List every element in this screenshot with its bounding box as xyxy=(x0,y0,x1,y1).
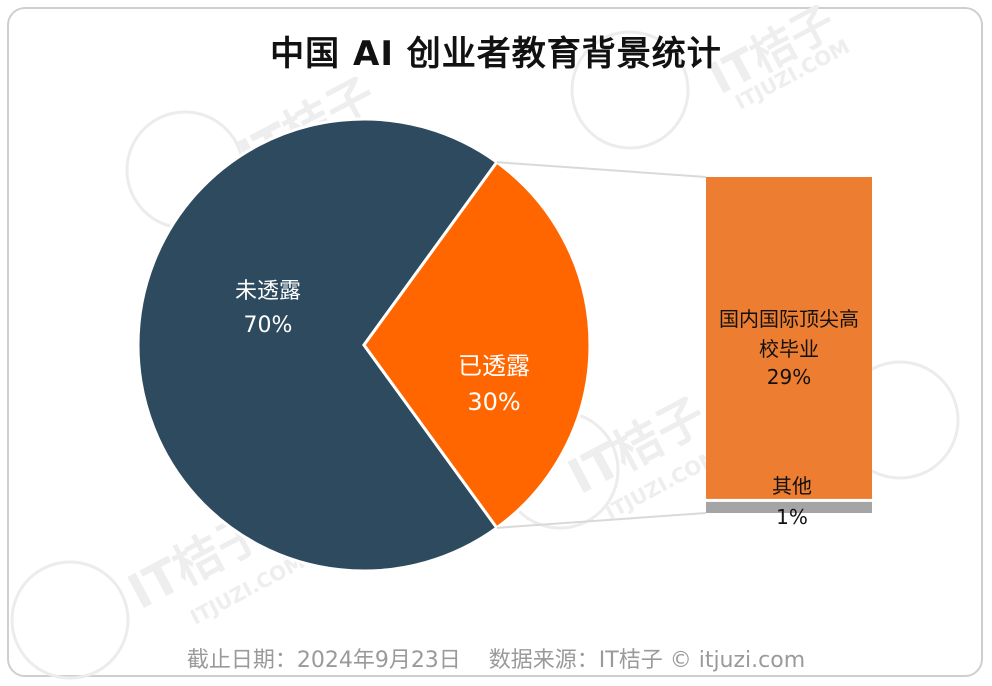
connector-line-bottom xyxy=(496,512,707,529)
pie-value-undisclosed: 70% xyxy=(244,313,293,338)
pie-slice-undisclosed xyxy=(136,117,499,573)
footer-source: 数据来源：IT桔子 © itjuzi.com xyxy=(488,648,806,673)
bar-segment-top-university xyxy=(706,177,872,499)
pie-label-disclosed: 已透露 xyxy=(458,352,530,380)
bar-segment-other xyxy=(706,501,872,513)
bar-label-top-university: 国内国际顶尖高 xyxy=(719,307,859,331)
pie-label-undisclosed: 未透露 xyxy=(235,279,301,304)
chart-title: 中国 AI 创业者教育背景统计 xyxy=(270,34,722,74)
bar-value-other: 1% xyxy=(776,505,808,529)
pie-slice-disclosed xyxy=(362,160,592,530)
footer-date: 截止日期：2024年9月23日 xyxy=(186,648,461,673)
bar-label-top-university: 校毕业 xyxy=(759,337,819,361)
bar-label-other: 其他 xyxy=(772,474,812,498)
bar-value-top-university: 29% xyxy=(767,365,811,389)
chart-footer: 截止日期：2024年9月23日 数据来源：IT桔子 © itjuzi.com xyxy=(0,642,992,674)
connector-line-top xyxy=(496,161,707,178)
pie-value-disclosed: 30% xyxy=(467,388,520,416)
